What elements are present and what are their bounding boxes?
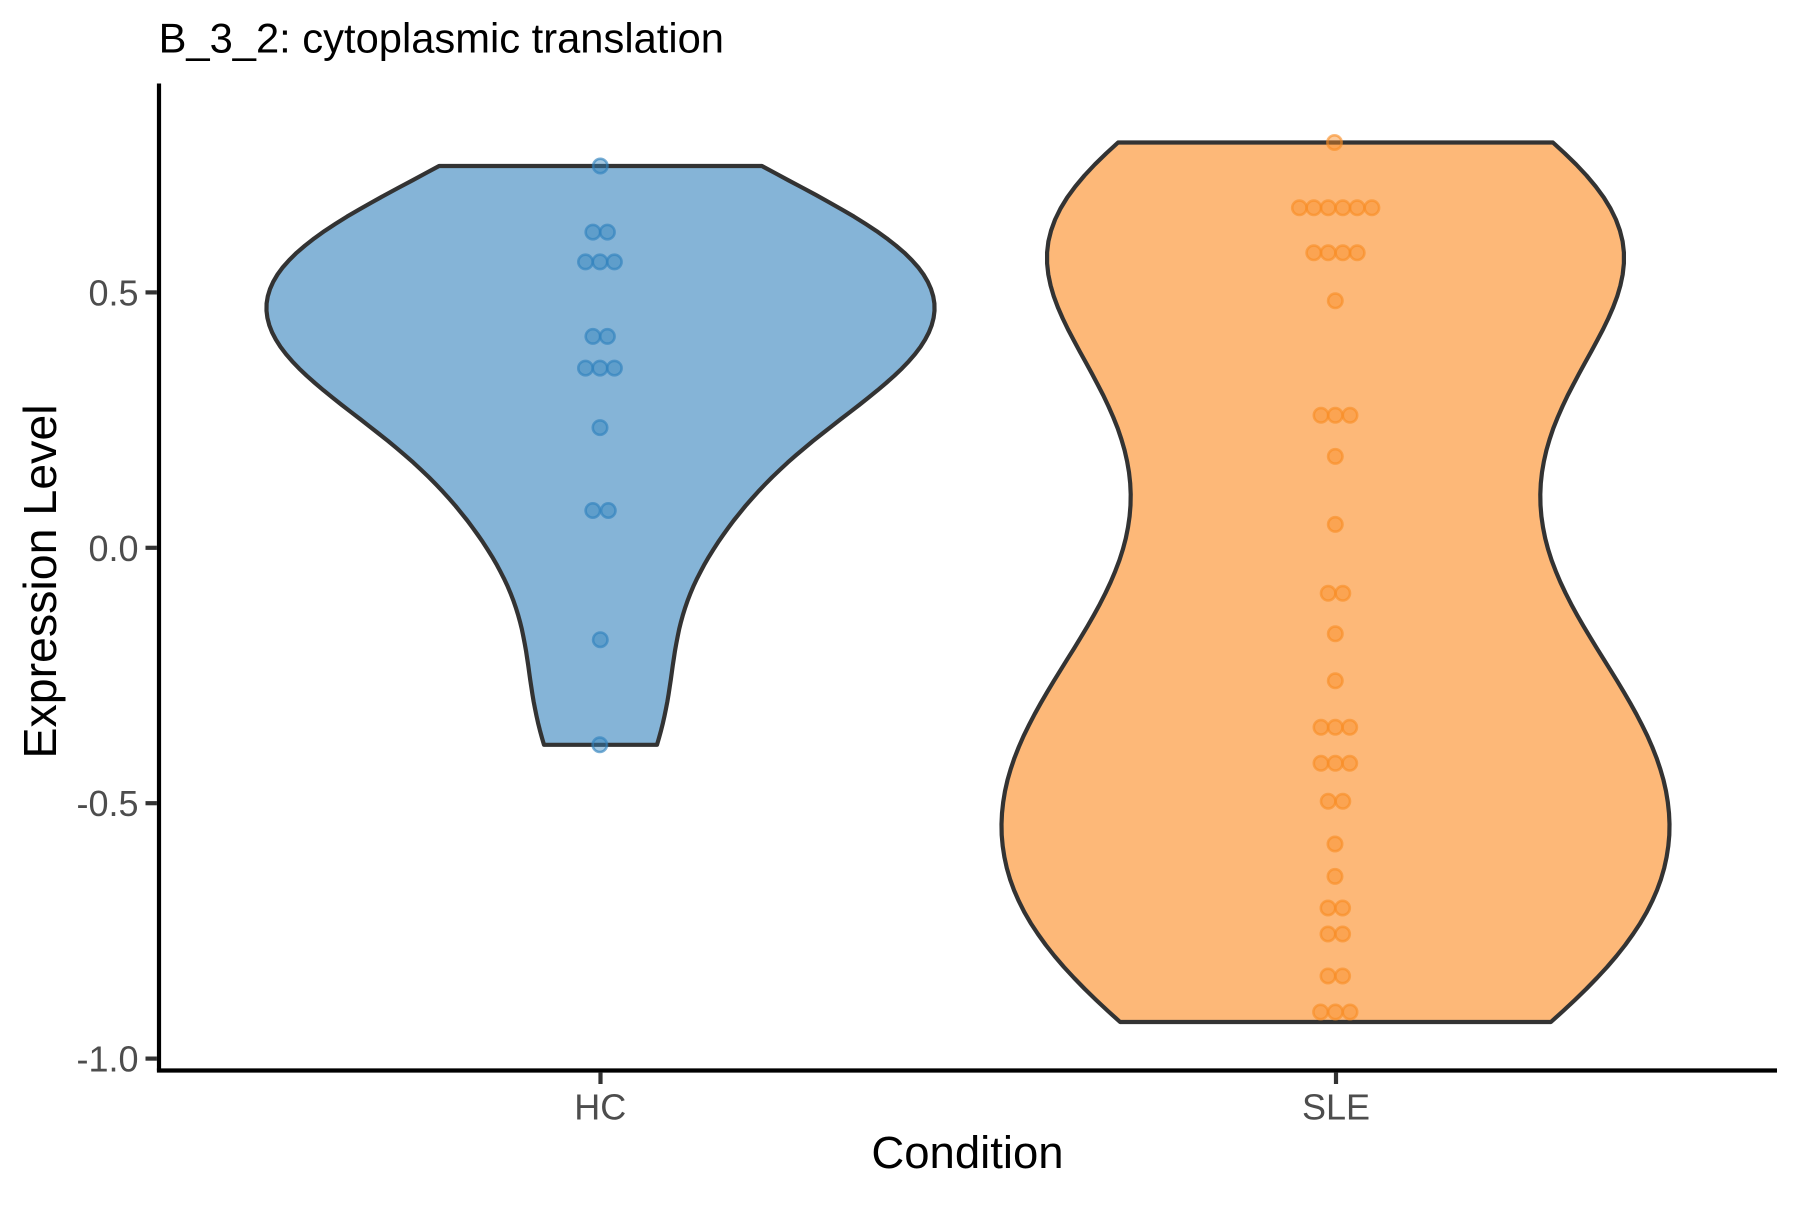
svg-text:Expression Level: Expression Level bbox=[14, 404, 66, 758]
svg-text:SLE: SLE bbox=[1302, 1086, 1370, 1127]
svg-text:B_3_2: cytoplasmic translation: B_3_2: cytoplasmic translation bbox=[159, 15, 724, 62]
svg-text:0.5: 0.5 bbox=[88, 272, 138, 313]
svg-text:0.0: 0.0 bbox=[88, 528, 138, 569]
svg-text:Condition: Condition bbox=[871, 1127, 1063, 1178]
svg-text:-1.0: -1.0 bbox=[76, 1039, 138, 1080]
svg-text:HC: HC bbox=[574, 1086, 626, 1127]
svg-text:-0.5: -0.5 bbox=[76, 783, 138, 824]
